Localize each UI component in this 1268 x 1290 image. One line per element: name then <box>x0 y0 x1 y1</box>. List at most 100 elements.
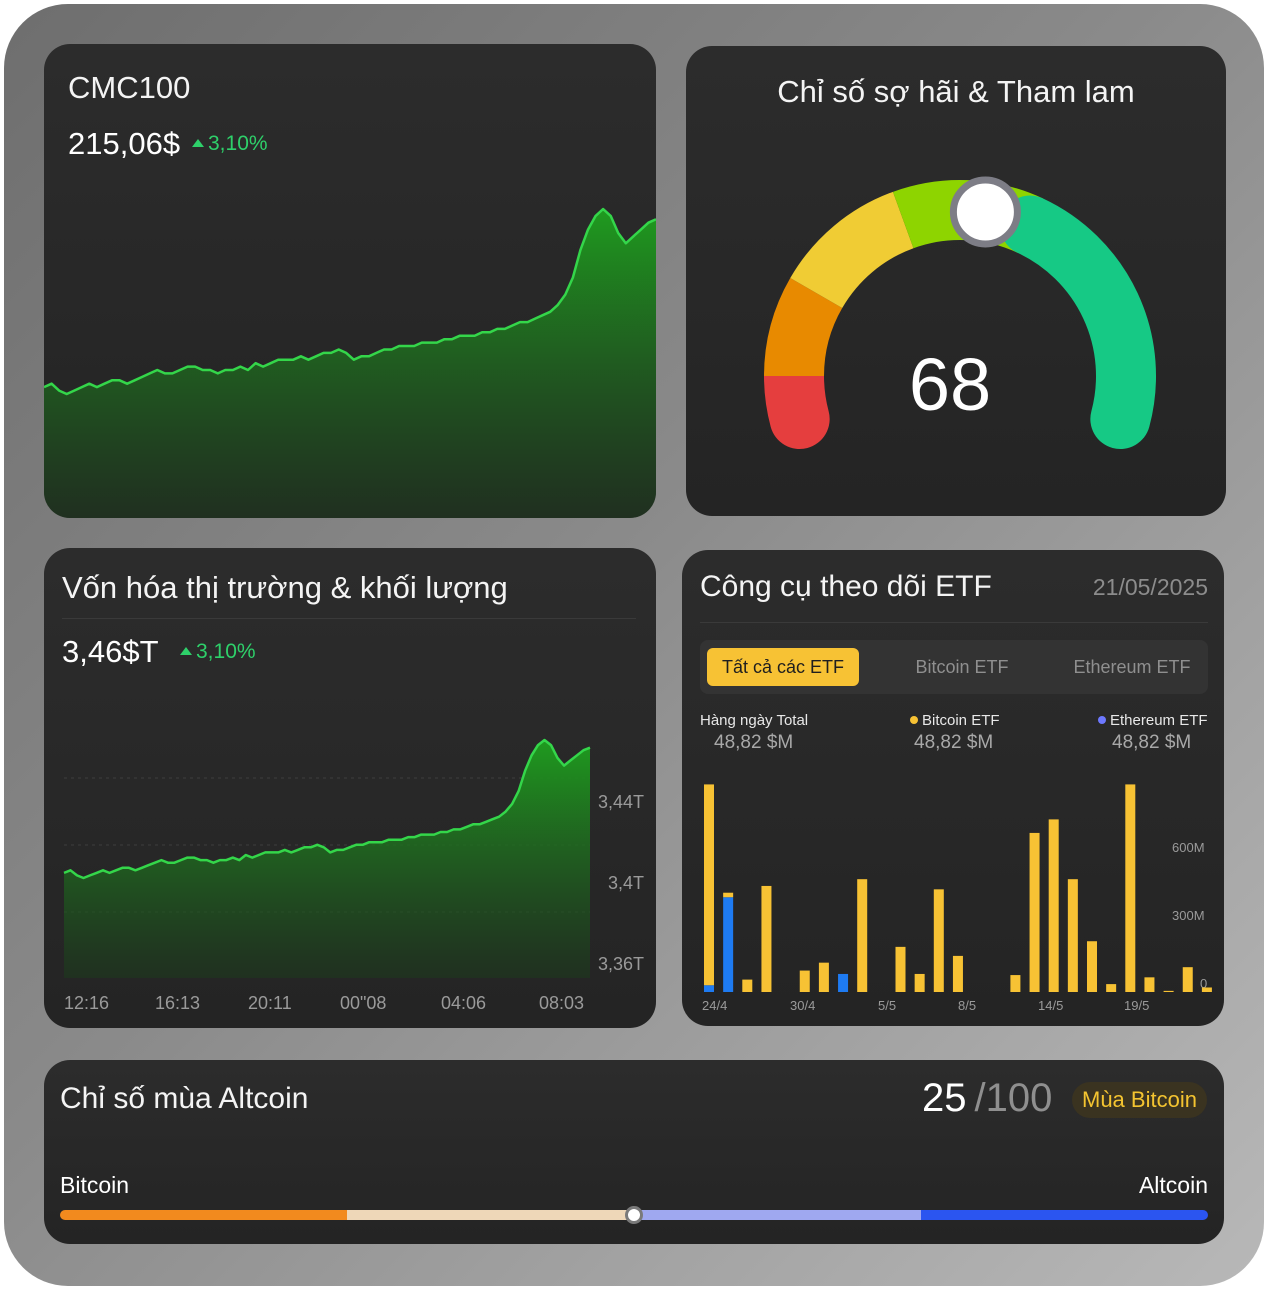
market-cap-card[interactable]: Vốn hóa thị trường & khối lượng 3,46$T 3… <box>44 548 656 1028</box>
etf-bar-bitcoin-10 <box>895 946 906 992</box>
etf-date: 21/05/2025 <box>1092 574 1208 600</box>
etf-x-label-2: 5/5 <box>878 998 896 1013</box>
etf-x-label-0: 24/4 <box>702 998 727 1013</box>
etf-bar-bitcoin-19 <box>1067 879 1078 992</box>
etf-bar-bitcoin-22 <box>1125 784 1136 992</box>
etf-title: Công cụ theo dõi ETF <box>700 570 992 603</box>
market-cap-change: 3,10% <box>180 640 256 664</box>
track-segment-light <box>347 1210 634 1220</box>
legend-ethereum-value: 48,82 $M <box>1112 732 1192 753</box>
etf-bar-ethereum-0 <box>704 985 714 992</box>
etf-bar-bitcoin-24 <box>1163 990 1174 992</box>
track-segment-bitcoin <box>60 1210 347 1220</box>
gauge-needle-knob <box>949 176 1021 248</box>
market-cap-title: Vốn hóa thị trường & khối lượng <box>62 570 508 605</box>
etf-bar-bitcoin-0 <box>704 784 714 986</box>
fear-greed-title: Chỉ số sợ hãi & Tham lam <box>777 74 1135 109</box>
etf-bar-bitcoin-16 <box>1010 975 1021 992</box>
etf-x-label-4: 14/5 <box>1038 998 1063 1013</box>
etf-bar-bitcoin-12 <box>933 889 944 992</box>
legend-total-value: 48,82 $M <box>714 732 794 753</box>
etf-bar-bitcoin-20 <box>1087 941 1097 992</box>
legend-bitcoin-value: 48,82 $M <box>914 732 994 753</box>
cmc100-change: 3,10% <box>192 132 268 156</box>
etf-y-label-2: 0 <box>1200 976 1207 991</box>
bitcoin-dot-icon <box>910 716 918 724</box>
up-arrow-icon <box>180 647 192 655</box>
cmc100-card[interactable]: CMC100 215,06$ 3,10% <box>44 44 656 518</box>
fear-greed-gauge <box>764 176 1156 449</box>
altcoin-left-label: Bitcoin <box>60 1172 130 1198</box>
tab-all-etf[interactable]: Tất cả các ETF <box>707 648 859 686</box>
gauge-segment-2 <box>790 191 915 309</box>
cmc100-change-value: 3,10% <box>208 132 268 155</box>
altcoin-card[interactable]: Chỉ số mùa Altcoin 25/100 Mùa Bitcoin Bi… <box>44 1060 1224 1244</box>
legend-total: Hàng ngày Total <box>700 712 808 729</box>
y-label-1: 3,4T <box>608 873 644 893</box>
altcoin-badge: Mùa Bitcoin <box>1072 1082 1207 1118</box>
etf-bar-bitcoin-8 <box>857 879 868 992</box>
etf-bar-bitcoin-5 <box>799 970 810 992</box>
market-cap-chart: 3,44T 3,4T 3,36T 12:16 16:13 20:11 00"08… <box>63 738 644 1013</box>
market-cap-change-value: 3,10% <box>196 640 256 663</box>
gauge-segment-4 <box>1000 195 1156 449</box>
fear-greed-value: 68 <box>908 343 992 426</box>
tab-ethereum-etf[interactable]: Ethereum ETF <box>1073 657 1191 677</box>
x-label-0: 12:16 <box>64 993 109 1013</box>
x-label-1: 16:13 <box>155 993 200 1013</box>
etf-bar-bitcoin-18 <box>1048 819 1059 992</box>
market-cap-divider <box>62 618 636 619</box>
legend-bitcoin: Bitcoin ETF <box>910 712 1000 729</box>
x-label-2: 20:11 <box>248 993 292 1013</box>
cmc100-area <box>44 209 656 518</box>
cmc100-value: 215,06$ <box>68 126 181 161</box>
etf-x-label-5: 19/5 <box>1124 998 1149 1013</box>
altcoin-score-max: /100 <box>974 1076 1053 1120</box>
ethereum-dot-icon <box>1098 716 1106 724</box>
market-cap-line <box>63 738 591 880</box>
etf-bar-ethereum-7 <box>838 973 849 992</box>
etf-divider <box>700 622 1208 623</box>
etf-bar-chart: 600M 300M 0 24/4 30/4 5/5 8/5 14/5 19/5 <box>702 784 1212 1013</box>
etf-bar-bitcoin-11 <box>914 973 925 992</box>
etf-bar-bitcoin-21 <box>1106 984 1117 992</box>
altcoin-title: Chỉ số mùa Altcoin <box>60 1082 309 1115</box>
etf-bar-bitcoin-26 <box>1201 987 1212 992</box>
altcoin-right-label: Altcoin <box>1138 1172 1208 1198</box>
market-cap-value: 3,46$T <box>62 634 159 669</box>
etf-bar-bitcoin-23 <box>1144 977 1155 992</box>
etf-bar-bitcoin-1 <box>723 892 734 898</box>
etf-y-label-0: 600M <box>1172 840 1205 855</box>
etf-y-label-1: 300M <box>1172 908 1205 923</box>
etf-bar-bitcoin-3 <box>761 885 772 992</box>
altcoin-slider-handle[interactable] <box>625 1206 643 1224</box>
x-label-3: 00"08 <box>340 993 386 1013</box>
fear-greed-card[interactable]: Chỉ số sợ hãi & Tham lam 68 <box>686 46 1226 516</box>
gauge-segment-0 <box>764 346 830 449</box>
legend-bitcoin-label: Bitcoin ETF <box>922 712 1000 729</box>
etf-bar-ethereum-1 <box>723 897 734 992</box>
etf-bar-bitcoin-2 <box>742 979 753 992</box>
tab-bitcoin-etf[interactable]: Bitcoin ETF <box>915 657 1009 677</box>
cmc100-title: CMC100 <box>68 70 191 105</box>
altcoin-score-value: 25 <box>922 1076 967 1120</box>
legend-total-label: Hàng ngày Total <box>700 712 809 729</box>
legend-ethereum-label: Ethereum ETF <box>1110 712 1208 729</box>
market-cap-area <box>64 740 590 978</box>
altcoin-score: 25/100 <box>922 1076 1052 1121</box>
etf-bar-bitcoin-25 <box>1182 967 1193 992</box>
up-arrow-icon <box>192 139 204 147</box>
etf-bar-bitcoin-6 <box>818 962 829 992</box>
etf-x-label-1: 30/4 <box>790 998 815 1013</box>
x-label-5: 08:03 <box>539 993 584 1013</box>
altcoin-slider-track <box>60 1210 1208 1220</box>
etf-bar-bitcoin-17 <box>1029 832 1040 992</box>
etf-x-label-3: 8/5 <box>958 998 976 1013</box>
y-label-0: 3,44T <box>598 792 644 812</box>
cmc100-chart <box>44 207 656 518</box>
track-segment-lavender <box>634 1210 921 1220</box>
etf-bar-bitcoin-13 <box>952 955 963 992</box>
track-segment-altcoin <box>921 1210 1208 1220</box>
etf-card[interactable]: Công cụ theo dõi ETF 21/05/2025 Tất cả c… <box>682 550 1224 1026</box>
y-label-2: 3,36T <box>598 954 644 974</box>
